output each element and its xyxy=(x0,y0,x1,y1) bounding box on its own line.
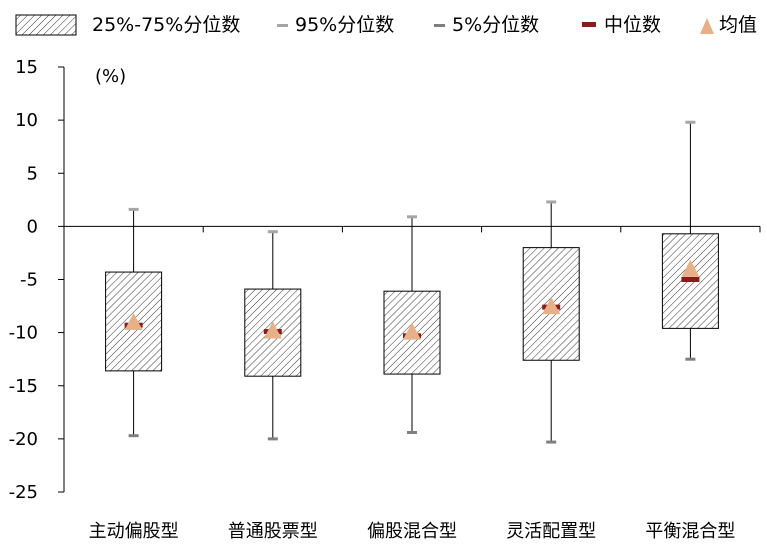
y-tick-label: -5 xyxy=(20,270,38,291)
boxes xyxy=(105,120,719,444)
box-group xyxy=(522,200,580,444)
legend-mean-label: 均值 xyxy=(719,14,757,36)
y-tick-label: 5 xyxy=(27,163,38,184)
x-axis-labels: 主动偏股型 普通股票型 偏股混合型 灵活配置型 平衡混合型 xyxy=(89,521,736,542)
legend: 25%-75%分位数 95%分位数 5%分位数 中位数 均值 xyxy=(15,14,757,36)
legend-median-label: 中位数 xyxy=(604,14,661,36)
median-marker xyxy=(681,277,700,282)
legend-mean-swatch xyxy=(700,18,714,34)
mean-marker xyxy=(681,259,700,277)
y-tick-label: 10 xyxy=(15,110,38,131)
y-tick-label: -15 xyxy=(9,376,38,397)
x-category-label: 主动偏股型 xyxy=(89,521,179,542)
x-category-label: 灵活配置型 xyxy=(506,521,596,542)
x-category-label: 平衡混合型 xyxy=(645,521,735,542)
mean-marker xyxy=(403,322,421,340)
legend-box-label: 25%-75%分位数 xyxy=(92,14,240,36)
box-group xyxy=(105,207,163,438)
mean-marker xyxy=(542,297,561,315)
y-unit-label: (%) xyxy=(95,66,126,87)
y-tick-label: 0 xyxy=(27,216,38,237)
y-tick-label: -25 xyxy=(9,482,38,503)
legend-p95-swatch xyxy=(277,24,288,27)
legend-p5-label: 5%分位数 xyxy=(452,14,539,36)
legend-median-swatch xyxy=(582,22,596,27)
legend-box-swatch xyxy=(15,14,77,36)
box-group xyxy=(661,120,719,361)
x-category-label: 普通股票型 xyxy=(228,521,318,542)
y-axis-ticks: 15 10 5 0 -5 -10 -15 -20 -25 xyxy=(9,57,64,503)
x-category-label: 偏股混合型 xyxy=(367,521,457,542)
y-tick-label: 15 xyxy=(15,57,38,78)
box-group xyxy=(383,215,441,434)
legend-p95-label: 95%分位数 xyxy=(295,14,394,36)
y-tick-label: -10 xyxy=(9,323,38,344)
mean-marker xyxy=(124,313,143,330)
legend-p5-swatch xyxy=(434,24,445,27)
mean-marker xyxy=(263,321,282,339)
y-tick-label: -20 xyxy=(9,429,38,450)
box-group xyxy=(244,230,302,441)
